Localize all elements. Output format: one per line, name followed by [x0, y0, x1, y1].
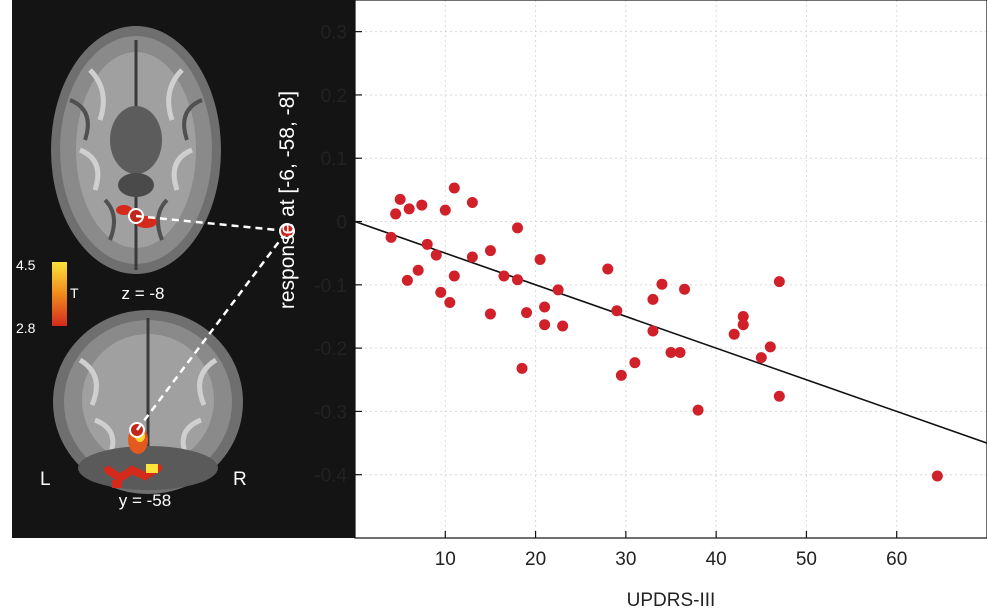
data-point [539, 301, 551, 313]
data-point [534, 254, 546, 266]
data-point [466, 197, 478, 209]
coronal-slice-image [53, 310, 243, 494]
data-point [394, 193, 406, 205]
data-point [552, 284, 564, 296]
data-point [516, 362, 528, 374]
data-point [412, 264, 424, 276]
colorbar [52, 262, 67, 326]
coronal-connector-line [136, 230, 288, 431]
data-point [764, 341, 776, 353]
data-point [602, 263, 614, 275]
y-tick-label: 0.3 [321, 23, 347, 44]
data-point [692, 404, 704, 416]
y-tick-label: -0.3 [314, 402, 347, 423]
x-tick-label: 30 [615, 549, 636, 570]
brain-panel: 4.5 2.8 T z = -8 y = -58 L R response at… [12, 0, 355, 538]
x-axis-ticks: 10 20 30 40 50 60 [435, 531, 907, 570]
data-point [773, 276, 785, 288]
data-point [421, 238, 433, 250]
data-point [430, 249, 442, 261]
colorbar-min-label: 2.8 [16, 320, 36, 336]
data-point [385, 231, 397, 243]
data-point [755, 352, 767, 364]
right-hemisphere-marker: R [233, 469, 247, 490]
y-tick-label: 0.1 [321, 149, 347, 170]
y-tick-label: -0.4 [314, 466, 347, 487]
data-point [737, 319, 749, 331]
data-point [390, 208, 402, 220]
data-point [484, 308, 496, 320]
y-tick-label: 0.2 [321, 86, 347, 107]
data-point [448, 182, 460, 194]
coronal-slice-label: y = -58 [119, 491, 171, 510]
data-point [679, 283, 691, 295]
data-point [416, 199, 428, 211]
data-point [615, 369, 627, 381]
axial-slice-label: z = -8 [122, 284, 165, 303]
data-point [401, 274, 413, 286]
data-points [385, 182, 943, 482]
data-point [484, 245, 496, 257]
data-point [557, 320, 569, 332]
data-point [498, 270, 510, 282]
data-point [647, 325, 659, 337]
colorbar-unit-label: T [70, 285, 79, 301]
data-point [448, 270, 460, 282]
data-point [931, 470, 943, 482]
scatter-plot: 0.30.20.10-0.1-0.2-0.3-0.4 10 20 30 40 50 60 … [314, 0, 987, 611]
x-tick-label: 40 [706, 549, 727, 570]
data-point [466, 251, 478, 263]
x-tick-label: 10 [435, 549, 456, 570]
data-point [629, 357, 641, 369]
data-point [611, 305, 623, 317]
data-point [737, 310, 749, 322]
x-tick-label: 50 [796, 549, 817, 570]
data-point [444, 297, 456, 309]
data-point [435, 286, 447, 298]
y-axis-label: response at [-6, -58, -8] [276, 91, 299, 309]
y-tick-label: 0 [336, 213, 347, 234]
y-tick-label: -0.1 [314, 276, 347, 297]
y-axis-ticks: 0.3 0.2 0.1 0 -0.1 -0.2 -0.3 -0.4 [314, 23, 362, 487]
left-hemisphere-marker: L [40, 469, 51, 490]
data-point [539, 319, 551, 331]
data-point [512, 222, 524, 234]
plot-frame [354, 0, 987, 539]
axial-slice-image [51, 26, 221, 274]
data-point [665, 347, 677, 359]
data-point [521, 307, 533, 319]
axial-connector-line [135, 214, 288, 233]
plot-area [355, 0, 987, 538]
x-tick-label: 20 [525, 549, 546, 570]
data-point [647, 293, 659, 305]
data-point [403, 203, 415, 215]
colorbar-max-label: 4.5 [16, 257, 36, 273]
data-point [439, 204, 451, 216]
data-point [773, 390, 785, 402]
data-point [512, 274, 524, 286]
data-point [728, 328, 740, 340]
data-point [674, 347, 686, 359]
x-axis-label: UPDRS-III [627, 590, 716, 611]
y-tick-label: -0.2 [314, 339, 347, 360]
peak-response-marker [279, 223, 295, 239]
data-point [656, 278, 668, 290]
x-tick-label: 60 [886, 549, 907, 570]
regression-line [354, 220, 987, 444]
